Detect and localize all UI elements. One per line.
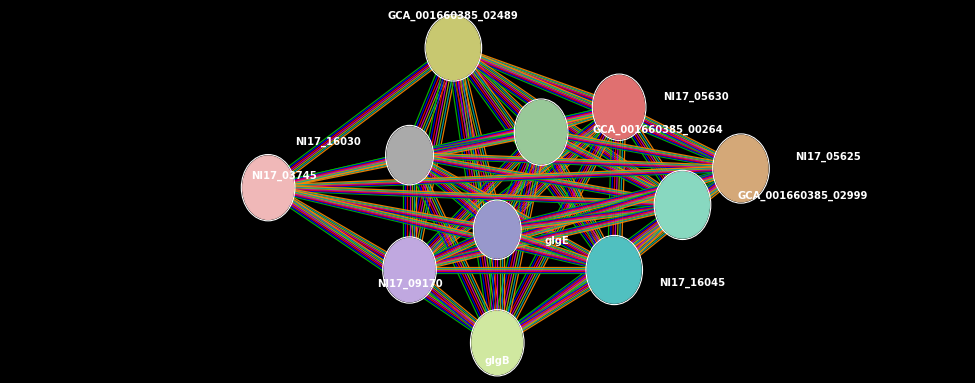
Ellipse shape bbox=[594, 75, 644, 139]
Ellipse shape bbox=[384, 238, 435, 302]
Ellipse shape bbox=[427, 16, 480, 80]
Text: NI17_09170: NI17_09170 bbox=[376, 279, 443, 289]
Text: NI17_05630: NI17_05630 bbox=[663, 92, 728, 101]
Ellipse shape bbox=[472, 311, 523, 375]
Text: GCA_001660385_00264: GCA_001660385_00264 bbox=[593, 125, 723, 135]
Ellipse shape bbox=[516, 100, 566, 164]
Text: NI17_05625: NI17_05625 bbox=[796, 152, 861, 162]
Ellipse shape bbox=[587, 237, 642, 303]
Text: NI17_16030: NI17_16030 bbox=[295, 137, 361, 147]
Ellipse shape bbox=[387, 127, 432, 183]
Ellipse shape bbox=[714, 135, 768, 202]
Text: GCA_001660385_02999: GCA_001660385_02999 bbox=[737, 191, 868, 201]
Text: GCA_001660385_02489: GCA_001660385_02489 bbox=[388, 11, 519, 21]
Ellipse shape bbox=[243, 156, 293, 219]
Text: NI17_16045: NI17_16045 bbox=[659, 278, 725, 288]
Text: NI17_03745: NI17_03745 bbox=[252, 171, 317, 181]
Text: glgB: glgB bbox=[485, 356, 510, 366]
Text: glgE: glgE bbox=[544, 236, 568, 246]
Ellipse shape bbox=[655, 172, 710, 238]
Ellipse shape bbox=[475, 201, 520, 258]
